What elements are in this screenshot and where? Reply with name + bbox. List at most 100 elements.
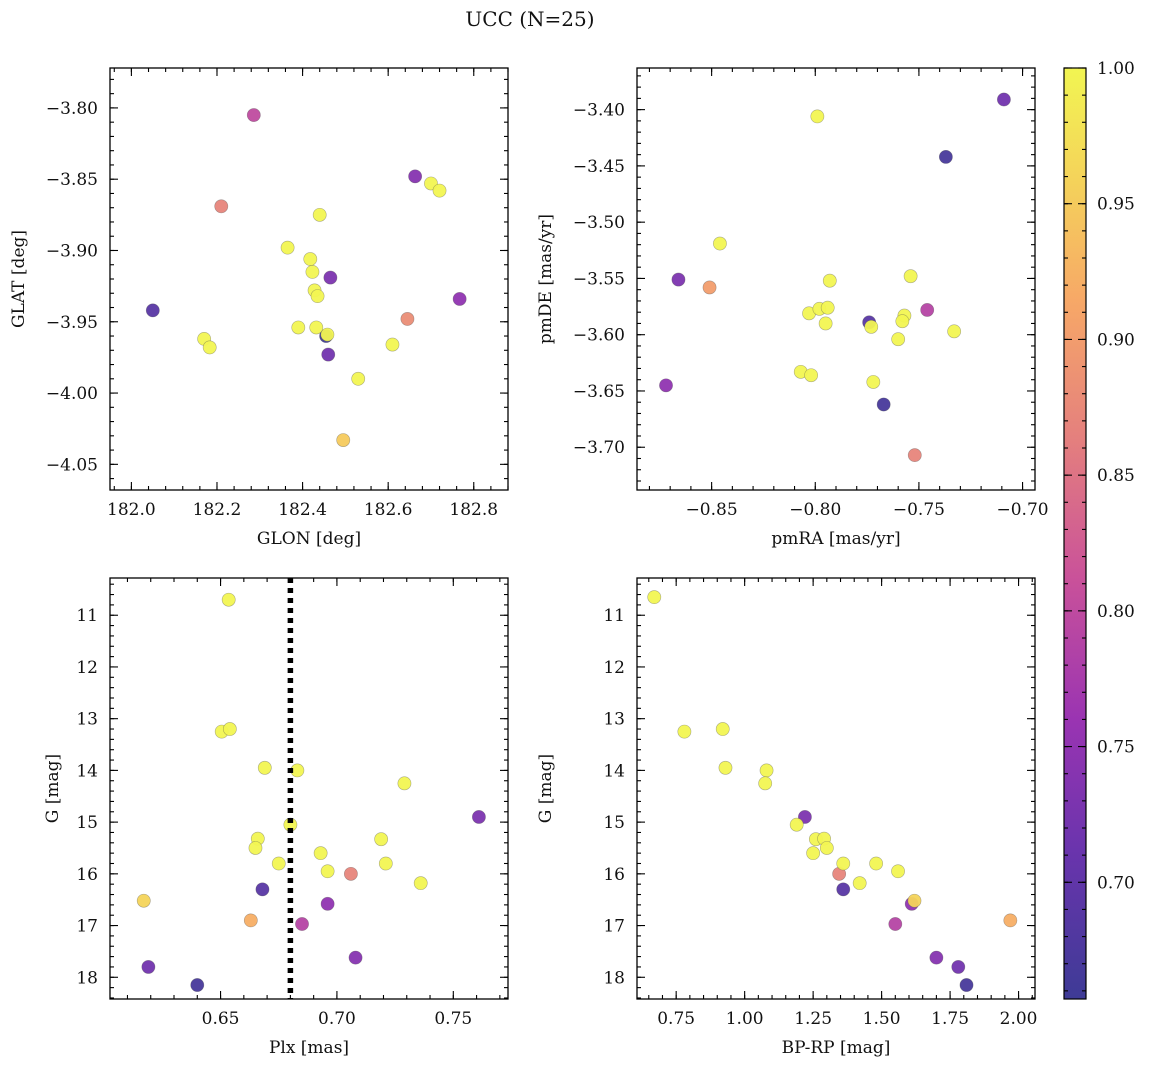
axes-frame <box>636 67 1036 491</box>
data-point <box>248 841 263 855</box>
data-point <box>291 320 306 335</box>
data-point <box>888 917 903 931</box>
data-point <box>891 864 905 879</box>
data-point <box>806 846 821 861</box>
colorbar-tick-label: 0.80 <box>1097 602 1135 622</box>
x-axis-label: GLON [deg] <box>257 529 361 549</box>
y-tick-label: 13 <box>76 710 98 730</box>
y-tick-label: −4.00 <box>46 384 98 404</box>
data-point <box>907 448 922 463</box>
data-point <box>413 876 428 891</box>
data-point <box>920 303 935 317</box>
data-point <box>822 273 837 288</box>
y-tick-label: 16 <box>76 865 98 885</box>
y-tick-label: 13 <box>603 710 625 730</box>
data-point <box>136 893 151 908</box>
data-point <box>659 378 673 393</box>
data-point <box>255 882 270 897</box>
data-point <box>891 332 906 347</box>
x-tick-label: 1.00 <box>726 1009 764 1029</box>
data-point <box>303 252 318 266</box>
data-point <box>320 864 335 879</box>
data-point <box>836 882 851 897</box>
axes-frame <box>109 577 509 1000</box>
y-tick-label: 16 <box>603 865 625 885</box>
data-point <box>647 590 662 605</box>
x-tick-label: 0.70 <box>318 1009 356 1029</box>
y-tick-label: −3.55 <box>573 269 625 289</box>
data-point <box>929 950 944 965</box>
data-point <box>895 314 910 329</box>
data-point <box>243 913 258 928</box>
y-tick-label: 18 <box>76 968 98 988</box>
data-point <box>271 856 286 871</box>
y-tick-label: 15 <box>76 813 98 833</box>
y-tick-label: −3.95 <box>46 313 98 333</box>
data-point <box>408 169 423 184</box>
x-tick-label: −0.70 <box>997 500 1049 520</box>
y-tick-label: −3.65 <box>573 382 625 402</box>
data-point <box>295 917 309 931</box>
data-point <box>374 832 389 847</box>
y-tick-label: −3.85 <box>46 170 98 190</box>
data-point <box>951 960 966 974</box>
y-axis-label: G [mag] <box>43 754 63 823</box>
data-point <box>903 269 918 284</box>
data-point <box>852 876 867 891</box>
panel-4: 0.75 1.00 1.25 1.50 1.75 2.00 11 12 13 14 15 16 17 18… <box>536 577 1037 1058</box>
panel-1: 182.0 182.2 182.4 182.6 182.8 −3.80 −3.85 −3.90… <box>9 67 509 549</box>
x-axis-label: BP-RP [mag] <box>782 1038 891 1058</box>
data-point <box>214 199 229 214</box>
data-point <box>141 960 156 974</box>
y-axis-label: GLAT [deg] <box>9 230 29 328</box>
data-point <box>876 397 891 412</box>
data-point <box>280 240 295 255</box>
data-point <box>320 896 335 911</box>
data-point <box>472 810 486 824</box>
data-point <box>677 724 692 739</box>
y-tick-label: 18 <box>603 968 625 988</box>
y-tick-label: −4.05 <box>46 455 98 475</box>
data-point <box>320 327 335 342</box>
data-point <box>348 950 363 965</box>
x-tick-label: −0.75 <box>893 500 945 520</box>
x-tick-label: 0.75 <box>657 1009 695 1029</box>
data-point <box>145 303 160 318</box>
axes-frame <box>636 577 1036 1000</box>
data-point <box>336 433 351 448</box>
panel-3: 0.65 0.70 0.75 11 12 13 14 15 16 17 18 Plx [mas] G [… <box>43 577 509 1058</box>
colorbar-tick-label: 0.85 <box>1097 466 1135 486</box>
x-tick-label: 182.0 <box>107 500 156 520</box>
data-point <box>869 856 884 871</box>
data-point <box>309 320 324 335</box>
data-point <box>836 856 851 871</box>
scatter-panels: 182.0 182.2 182.4 182.6 182.8 −3.80 −3.85 −3.90… <box>9 67 1049 1058</box>
data-point <box>343 866 358 881</box>
data-point <box>671 272 686 287</box>
x-tick-label: 182.2 <box>193 500 242 520</box>
data-point <box>758 776 773 791</box>
x-tick-label: −0.80 <box>789 500 841 520</box>
y-tick-label: 12 <box>76 658 98 678</box>
data-point <box>397 776 412 791</box>
data-point <box>310 289 325 304</box>
data-point <box>385 337 400 352</box>
data-point <box>1003 913 1018 928</box>
data-point <box>257 760 272 775</box>
colorbar: 0.70 0.75 0.80 0.85 0.90 0.95 1.00 <box>1063 59 1135 1000</box>
y-tick-label: 14 <box>76 761 98 781</box>
y-tick-label: 17 <box>603 917 625 937</box>
data-point <box>313 846 328 861</box>
y-tick-label: 17 <box>76 917 98 937</box>
y-tick-label: −3.40 <box>573 101 625 121</box>
data-point <box>864 319 879 334</box>
x-tick-label: 0.65 <box>202 1009 240 1029</box>
data-point <box>246 108 261 122</box>
data-point <box>947 324 962 339</box>
x-tick-label: 1.75 <box>931 1009 969 1029</box>
data-point <box>323 270 338 285</box>
data-point <box>718 760 733 775</box>
data-point <box>222 722 237 736</box>
y-tick-label: 12 <box>603 658 625 678</box>
